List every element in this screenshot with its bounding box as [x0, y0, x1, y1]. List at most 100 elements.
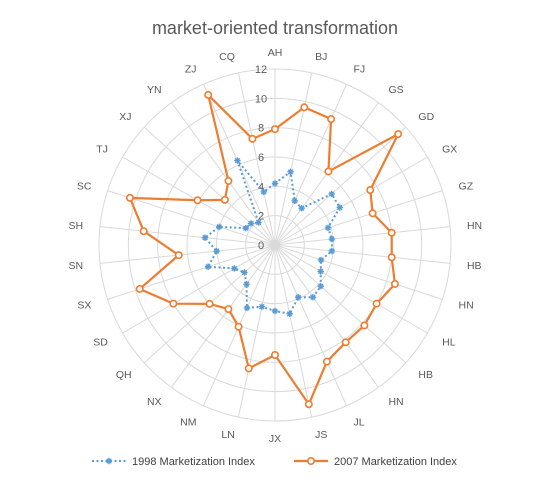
- data-point: [201, 234, 209, 241]
- data-point: [234, 322, 243, 331]
- data-point: [169, 299, 178, 308]
- radial-tick-label: 12: [255, 64, 267, 76]
- grid-spoke: [274, 226, 451, 246]
- data-point: [193, 196, 202, 205]
- category-label: NM: [180, 416, 196, 428]
- data-point: [205, 299, 214, 308]
- data-point: [317, 256, 325, 264]
- data-point: [291, 197, 298, 204]
- data-point: [271, 180, 279, 187]
- grid-spoke: [274, 126, 407, 246]
- data-point: [317, 268, 324, 275]
- data-point: [270, 125, 279, 134]
- data-point: [220, 195, 229, 204]
- data-point: [243, 304, 251, 312]
- category-label: NX: [147, 396, 162, 408]
- category-label: GD: [418, 111, 434, 123]
- data-point: [366, 186, 375, 195]
- data-point: [387, 253, 396, 262]
- grid-spoke: [274, 244, 379, 388]
- category-label: TJ: [96, 144, 108, 156]
- category-label: HL: [442, 337, 456, 349]
- category-label: HN: [467, 220, 482, 232]
- category-label: JX: [269, 433, 281, 445]
- data-point: [174, 251, 183, 260]
- data-point: [244, 364, 253, 373]
- legend-label: 2007 Marketization Index: [334, 456, 457, 468]
- data-point: [298, 205, 305, 212]
- grid-spoke: [274, 244, 407, 364]
- data-point: [322, 357, 331, 366]
- data-point: [243, 280, 250, 288]
- data-point: [394, 130, 403, 139]
- category-label: HN: [388, 396, 403, 408]
- data-point: [271, 307, 279, 315]
- series-layer: [125, 90, 403, 409]
- category-label: SX: [77, 300, 91, 312]
- grid-spoke: [107, 190, 276, 246]
- category-labels: AH BJ FJ GS GD GX GZ HN HB HN HL HB HN JL JS JX LN NM NX QH…: [68, 47, 482, 445]
- data-point: [255, 219, 262, 226]
- data-point: [390, 279, 399, 288]
- category-label: XJ: [119, 111, 131, 123]
- category-label: QH: [116, 369, 132, 381]
- category-label: GZ: [459, 180, 474, 192]
- series-2: [125, 90, 403, 409]
- data-point: [317, 283, 324, 290]
- category-label: HB: [418, 369, 433, 381]
- grid-spoke: [99, 244, 276, 264]
- data-point: [204, 90, 213, 99]
- data-point: [300, 103, 309, 112]
- data-point: [242, 224, 249, 232]
- category-label: HN: [459, 300, 474, 312]
- data-point: [241, 269, 248, 276]
- category-label: BJ: [315, 51, 327, 63]
- grid-spoke: [274, 244, 443, 300]
- data-point: [287, 168, 294, 176]
- legend-item: 2007 Marketization Index: [294, 456, 457, 468]
- data-point: [309, 294, 317, 301]
- data-point: [204, 263, 212, 270]
- radial-tick-label: 10: [255, 93, 267, 105]
- legend-marker: [306, 456, 315, 465]
- data-point: [328, 247, 336, 255]
- data-point: [327, 115, 336, 124]
- data-point: [372, 299, 381, 308]
- grid-spoke: [237, 72, 276, 246]
- data-point: [139, 227, 148, 236]
- legend-item: 1998 Marketization Index: [92, 456, 255, 468]
- data-point: [247, 220, 255, 227]
- data-point: [248, 134, 257, 143]
- grid-spoke: [274, 190, 443, 246]
- data-point: [213, 247, 220, 255]
- data-point: [224, 176, 233, 185]
- category-label: SH: [68, 220, 83, 232]
- data-point: [125, 193, 134, 202]
- grid-spoke: [171, 244, 276, 388]
- category-label: JL: [354, 416, 365, 428]
- data-point: [304, 400, 313, 409]
- data-point: [231, 265, 238, 272]
- category-label: SC: [77, 180, 92, 192]
- radial-tick-label: 0: [258, 240, 264, 252]
- category-label: ZJ: [185, 64, 197, 76]
- radial-tick-label: 6: [258, 152, 264, 164]
- grid-spoke: [274, 72, 313, 246]
- series-1: [201, 157, 343, 318]
- radial-tick-label: 8: [258, 123, 264, 135]
- category-label: JS: [315, 429, 327, 441]
- category-label: YN: [147, 84, 162, 96]
- grid-spoke: [274, 244, 428, 334]
- data-point: [216, 223, 223, 231]
- category-label: SN: [68, 260, 83, 272]
- data-point: [328, 235, 336, 243]
- category-label: LN: [221, 429, 234, 441]
- grid-spoke: [237, 244, 276, 418]
- data-point: [260, 188, 267, 196]
- category-label: GX: [442, 144, 457, 156]
- grid-spoke: [274, 244, 313, 418]
- data-point: [336, 204, 343, 211]
- grid-spoke: [107, 244, 276, 300]
- grid-spoke: [99, 226, 276, 246]
